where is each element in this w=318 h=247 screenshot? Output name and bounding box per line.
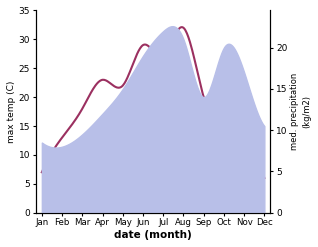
Y-axis label: med. precipitation
(kg/m2): med. precipitation (kg/m2)	[290, 73, 311, 150]
Y-axis label: max temp (C): max temp (C)	[7, 80, 16, 143]
X-axis label: date (month): date (month)	[114, 230, 192, 240]
